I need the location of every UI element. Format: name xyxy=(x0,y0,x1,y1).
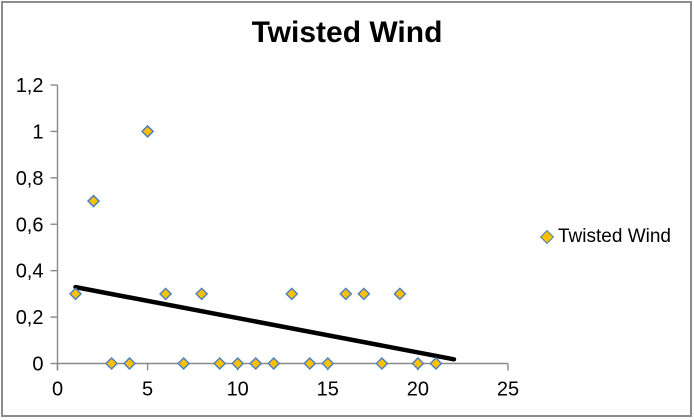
data-point[interactable] xyxy=(429,356,443,371)
y-tick-label: 0,4 xyxy=(16,261,44,283)
legend[interactable]: Twisted Wind xyxy=(539,225,671,249)
series-marker-icon xyxy=(539,229,555,245)
data-point[interactable] xyxy=(249,356,263,371)
data-point[interactable] xyxy=(177,356,191,371)
data-point[interactable] xyxy=(213,356,227,371)
x-tick-label: 20 xyxy=(407,379,429,401)
data-point[interactable] xyxy=(68,287,83,301)
data-point[interactable] xyxy=(195,287,209,301)
y-tick-label: 0,2 xyxy=(16,307,44,329)
y-tick-label: 1,2 xyxy=(16,75,44,97)
data-point[interactable] xyxy=(86,194,101,208)
data-point[interactable] xyxy=(231,356,245,371)
data-point[interactable] xyxy=(104,356,119,371)
x-tick-label: 5 xyxy=(142,379,153,401)
y-tick-label: 0,8 xyxy=(16,168,44,190)
data-point[interactable] xyxy=(375,356,389,371)
data-point[interactable] xyxy=(285,287,299,301)
data-point[interactable] xyxy=(267,356,281,371)
x-tick-label: 10 xyxy=(227,379,249,401)
x-tick-label: 25 xyxy=(497,379,519,401)
x-tick-label: 15 xyxy=(317,379,339,401)
data-point[interactable] xyxy=(393,287,407,301)
chart-title: Twisted Wind xyxy=(251,16,443,49)
legend-label: Twisted Wind xyxy=(558,226,671,247)
data-point[interactable] xyxy=(357,287,371,301)
data-point[interactable] xyxy=(339,287,353,301)
data-point[interactable] xyxy=(159,287,173,301)
data-point[interactable] xyxy=(141,124,155,138)
trendline[interactable] xyxy=(73,284,457,362)
data-point[interactable] xyxy=(321,356,335,371)
data-point[interactable] xyxy=(411,356,425,371)
y-tick-label: 0 xyxy=(32,354,43,376)
y-tick-label: 0,6 xyxy=(16,214,44,236)
data-point[interactable] xyxy=(123,356,137,371)
data-point[interactable] xyxy=(303,356,317,371)
y-tick-label: 1 xyxy=(32,121,43,143)
x-tick-label: 0 xyxy=(52,379,63,401)
